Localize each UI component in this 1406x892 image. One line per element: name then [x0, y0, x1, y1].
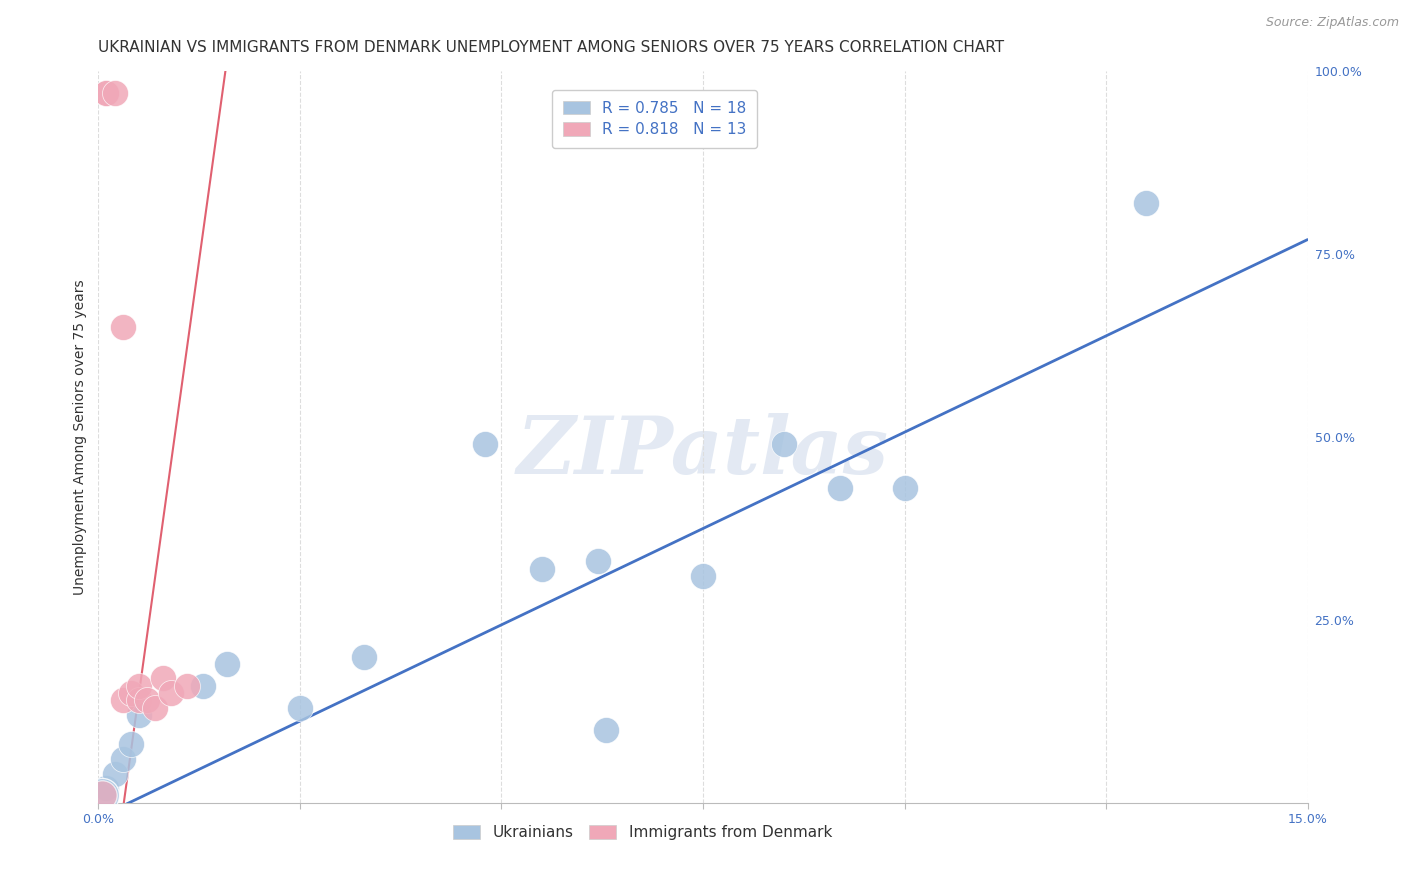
- Point: [353, 649, 375, 664]
- Point: [96, 87, 118, 101]
- Point: [530, 562, 553, 576]
- Point: [91, 789, 114, 803]
- Point: [96, 781, 118, 796]
- Y-axis label: Unemployment Among Seniors over 75 years: Unemployment Among Seniors over 75 years: [73, 279, 87, 595]
- Point: [1135, 196, 1157, 211]
- Point: [111, 693, 134, 707]
- Legend: Ukrainians, Immigrants from Denmark: Ukrainians, Immigrants from Denmark: [446, 817, 839, 847]
- Text: UKRAINIAN VS IMMIGRANTS FROM DENMARK UNEMPLOYMENT AMONG SENIORS OVER 75 YEARS CO: UKRAINIAN VS IMMIGRANTS FROM DENMARK UNE…: [98, 40, 1004, 55]
- Point: [128, 679, 150, 693]
- Point: [828, 481, 851, 495]
- Point: [586, 554, 609, 568]
- Point: [288, 700, 311, 714]
- Point: [120, 686, 142, 700]
- Point: [103, 87, 125, 101]
- Point: [91, 789, 114, 803]
- Point: [160, 686, 183, 700]
- Text: Source: ZipAtlas.com: Source: ZipAtlas.com: [1265, 16, 1399, 29]
- Point: [772, 437, 794, 451]
- Point: [103, 766, 125, 780]
- Point: [595, 723, 617, 737]
- Point: [893, 481, 915, 495]
- Point: [128, 708, 150, 723]
- Point: [96, 87, 118, 101]
- Point: [128, 693, 150, 707]
- Text: ZIPatlas: ZIPatlas: [517, 413, 889, 491]
- Point: [143, 700, 166, 714]
- Point: [176, 679, 198, 693]
- Point: [120, 737, 142, 751]
- Point: [111, 752, 134, 766]
- Point: [111, 320, 134, 334]
- Point: [135, 693, 157, 707]
- Point: [152, 672, 174, 686]
- Point: [692, 569, 714, 583]
- Point: [474, 437, 496, 451]
- Point: [193, 679, 215, 693]
- Point: [217, 657, 239, 671]
